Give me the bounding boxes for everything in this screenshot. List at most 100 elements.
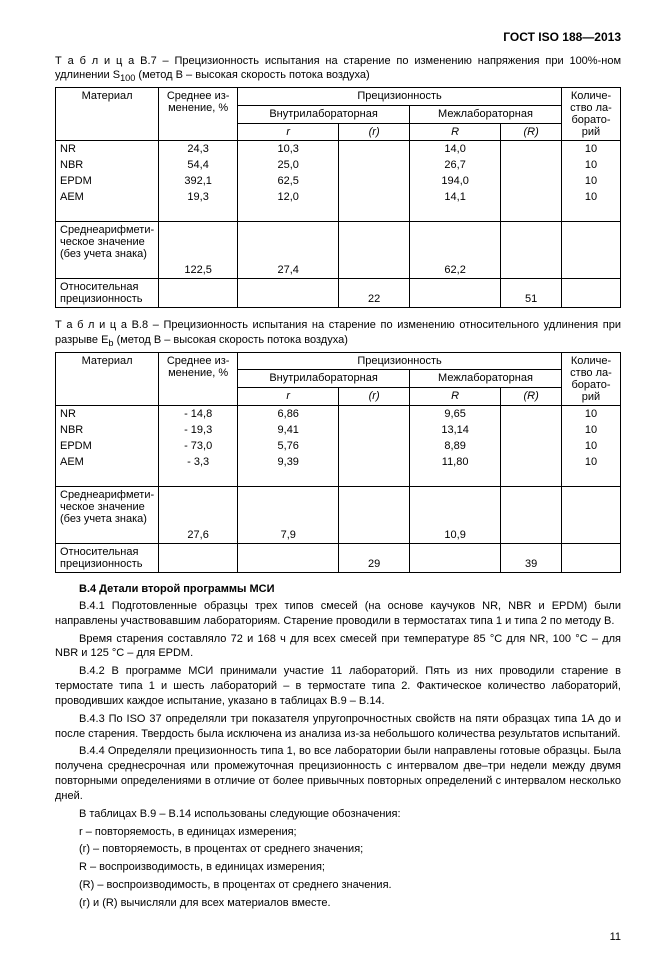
th-precision: Прецизионность — [238, 352, 562, 370]
table8-caption: Т а б л и ц а В.8 – Прецизионность испыт… — [55, 318, 621, 349]
cell: 24,3 — [159, 141, 238, 158]
cell — [501, 527, 562, 544]
cell — [501, 222, 562, 263]
cell — [238, 543, 339, 572]
th-material: Материал — [56, 352, 159, 405]
cell — [501, 205, 562, 222]
cell — [409, 486, 500, 527]
cell — [238, 470, 339, 487]
cell — [501, 454, 562, 470]
cell — [339, 486, 410, 527]
para-b43: В.4.3 По ISO 37 определяли три показател… — [55, 712, 621, 742]
cell: EPDM — [56, 173, 159, 189]
cell: 9,65 — [409, 405, 500, 422]
table7: Материал Среднее из- менение, % Прецизио… — [55, 87, 621, 308]
cell: 392,1 — [159, 173, 238, 189]
cell: 62,5 — [238, 173, 339, 189]
doc-header: ГОСТ ISO 188—2013 — [55, 30, 621, 44]
cell: - 3,3 — [159, 454, 238, 470]
cell — [562, 262, 621, 279]
cell: - 14,8 — [159, 405, 238, 422]
th-R: R — [409, 123, 500, 141]
cell: 25,0 — [238, 157, 339, 173]
cell — [501, 141, 562, 158]
th-r: r — [238, 388, 339, 406]
section-b4-head: В.4 Детали второй программы МСИ — [55, 583, 621, 595]
para-b41: В.4.1 Подготовленные образцы трех типов … — [55, 599, 621, 629]
cell — [339, 454, 410, 470]
cell: 10 — [562, 189, 621, 205]
cell: 10 — [562, 405, 621, 422]
cell: 10 — [562, 157, 621, 173]
cell — [339, 438, 410, 454]
cell: EPDM — [56, 438, 159, 454]
cell — [501, 405, 562, 422]
table7-caption: Т а б л и ц а В.7 – Прецизионность испыт… — [55, 54, 621, 85]
cell — [238, 222, 339, 263]
cell-mean-label: Среднеарифмети- ческое значение (без уче… — [56, 486, 159, 527]
cell — [501, 486, 562, 527]
cell — [501, 438, 562, 454]
page-container: ГОСТ ISO 188—2013 Т а б л и ц а В.7 – Пр… — [0, 0, 661, 973]
cell — [159, 222, 238, 263]
th-avg: Среднее из- менение, % — [159, 352, 238, 405]
cell: 14,1 — [409, 189, 500, 205]
cell: 39 — [501, 543, 562, 572]
cell — [562, 527, 621, 544]
cell — [501, 157, 562, 173]
cell: 5,76 — [238, 438, 339, 454]
cell: 9,41 — [238, 422, 339, 438]
cell — [501, 470, 562, 487]
cell: 62,2 — [409, 262, 500, 279]
cell — [562, 222, 621, 263]
cell: NBR — [56, 157, 159, 173]
cell — [339, 405, 410, 422]
cell — [159, 486, 238, 527]
cell — [238, 205, 339, 222]
cell — [339, 141, 410, 158]
page-number: 11 — [55, 931, 621, 943]
cell: 22 — [339, 279, 410, 308]
cell — [562, 205, 621, 222]
cell: AEM — [56, 189, 159, 205]
cell: 8,89 — [409, 438, 500, 454]
table8: Материал Среднее из- менение, % Прецизио… — [55, 352, 621, 573]
cell — [339, 527, 410, 544]
cell: 13,14 — [409, 422, 500, 438]
cell — [339, 422, 410, 438]
para-b42: В.4.2 В программе МСИ принимали участие … — [55, 664, 621, 709]
th-avg: Среднее из- менение, % — [159, 88, 238, 141]
th-R: R — [409, 388, 500, 406]
cell: - 19,3 — [159, 422, 238, 438]
cell-rel-label: Относительная прецизионность — [56, 279, 159, 308]
para-time: Время старения составляло 72 и 168 ч для… — [55, 632, 621, 662]
cell — [339, 157, 410, 173]
cell: 27,6 — [159, 527, 238, 544]
cell — [56, 205, 159, 222]
cell: 14,0 — [409, 141, 500, 158]
cell — [56, 527, 159, 544]
cell: 10,9 — [409, 527, 500, 544]
cell: 7,9 — [238, 527, 339, 544]
th-intra: Внутрилабораторная — [238, 106, 410, 124]
cell — [562, 470, 621, 487]
th-r: r — [238, 123, 339, 141]
th-intra: Внутрилабораторная — [238, 370, 410, 388]
para-legend-Rp: (R) – воспроизводимость, в процентах от … — [55, 878, 621, 893]
cell — [409, 222, 500, 263]
cell: 10 — [562, 454, 621, 470]
cell — [339, 189, 410, 205]
cell — [501, 262, 562, 279]
table8-caption-prefix: Т а б л и ц а — [55, 319, 127, 331]
th-count: Количе- ство ла- борато- рий — [562, 352, 621, 405]
cell — [159, 279, 238, 308]
cell: - 73,0 — [159, 438, 238, 454]
cell — [562, 279, 621, 308]
cell: 122,5 — [159, 262, 238, 279]
th-inter: Межлабораторная — [409, 106, 561, 124]
cell — [159, 470, 238, 487]
cell — [501, 422, 562, 438]
cell: 9,39 — [238, 454, 339, 470]
cell: 12,0 — [238, 189, 339, 205]
cell: 10 — [562, 422, 621, 438]
